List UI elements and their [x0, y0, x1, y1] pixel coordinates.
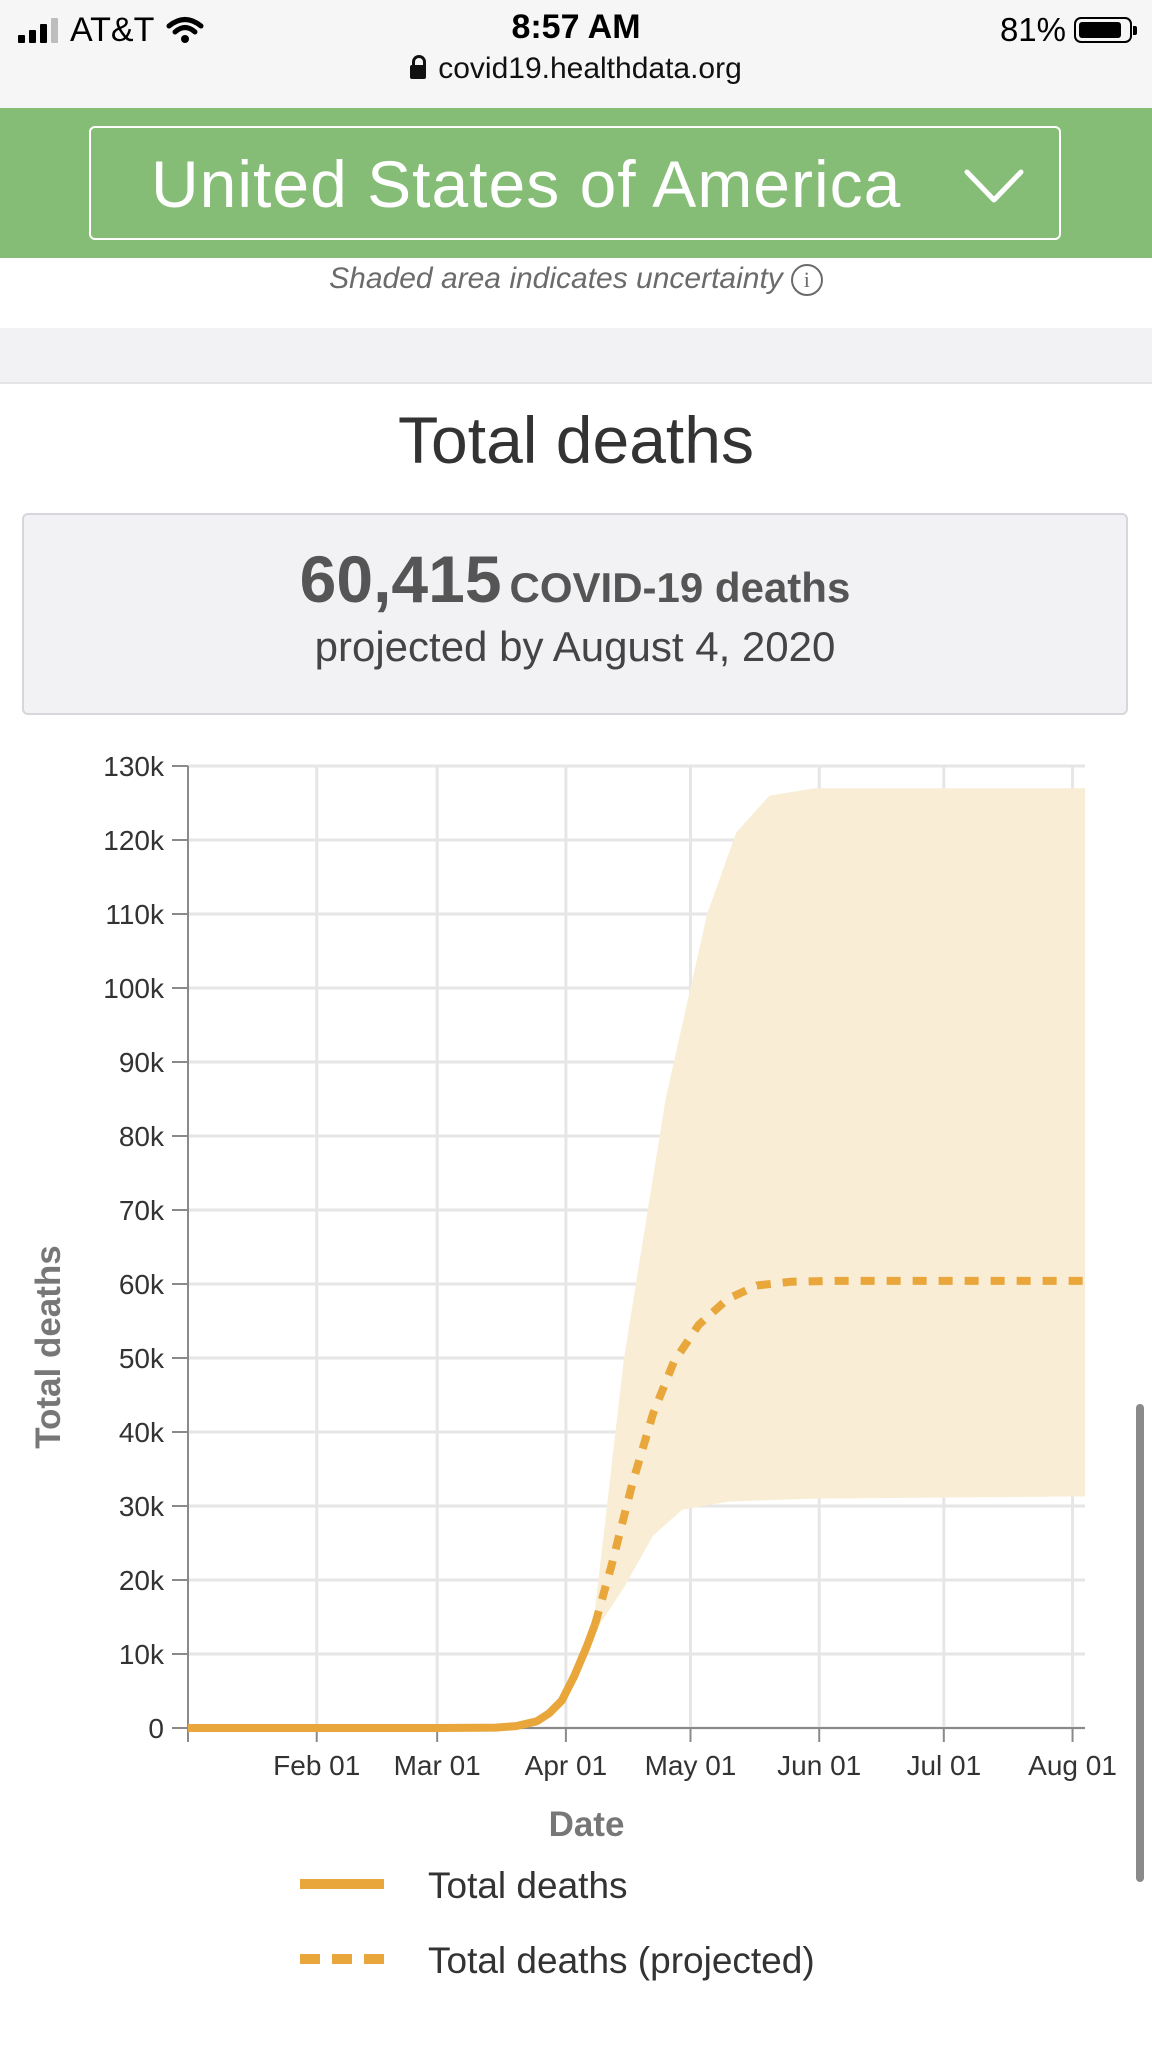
- y-tick-label: 80k: [119, 1121, 165, 1152]
- wifi-icon: [166, 17, 204, 43]
- chevron-down-icon: [964, 169, 1024, 203]
- y-tick-label: 50k: [119, 1343, 165, 1374]
- y-tick-label: 110k: [105, 899, 165, 930]
- y-tick-label: 0: [148, 1713, 164, 1744]
- location-header: United States of America: [0, 108, 1152, 258]
- x-tick-label: Apr 01: [525, 1750, 608, 1781]
- uncertainty-note-text: Shaded area indicates uncertainty: [329, 262, 783, 295]
- y-tick-label: 130k: [103, 751, 165, 782]
- x-axis-title: Date: [549, 1805, 625, 1840]
- section-title: Total deaths: [398, 403, 754, 477]
- page-scrollbar[interactable]: [1136, 1404, 1144, 1882]
- country-select[interactable]: United States of America: [89, 126, 1061, 240]
- info-icon[interactable]: i: [790, 264, 823, 297]
- url-text: covid19.healthdata.org: [438, 52, 742, 85]
- uncertainty-band: [595, 788, 1085, 1632]
- projected-deaths-number: 60,415: [299, 542, 502, 616]
- address-bar[interactable]: covid19.healthdata.org: [0, 52, 1152, 86]
- total-deaths-line: [188, 1622, 599, 1732]
- x-tick-label: May 01: [645, 1750, 737, 1781]
- battery-percent: 81%: [999, 11, 1066, 48]
- projected-deaths-line: [591, 1276, 1085, 1626]
- x-tick-label: Feb 01: [273, 1750, 360, 1781]
- projection-date: projected by August 4, 2020: [314, 623, 836, 670]
- legend-label: Total deaths (projected): [428, 1940, 815, 1981]
- total-deaths-chart: 0 10k 20k 30k 40k 50k 60k 70k 80k 90k 100k 110k 120k…: [0, 740, 1152, 1844]
- chart-svg: 0 10k 20k 30k 40k 50k 60k 70k 80k 90k 100k 110k 120k…: [29, 751, 1117, 1844]
- y-tick-label: 10k: [119, 1639, 165, 1670]
- status-left: AT&T: [18, 10, 204, 50]
- lock-icon: [410, 55, 427, 79]
- legend-label: Total deaths: [428, 1865, 628, 1906]
- section-divider: [0, 328, 1152, 384]
- y-tick-label: 90k: [119, 1047, 165, 1078]
- x-tick-label: Aug 01: [1028, 1750, 1117, 1781]
- status-time: 8:57 AM: [511, 8, 641, 46]
- y-axis-title: Total deaths: [29, 1245, 68, 1449]
- y-tick-label: 60k: [119, 1269, 165, 1300]
- status-right: 81%: [999, 10, 1137, 50]
- projection-summary: 60,415 COVID-19 deaths projected by Augus…: [22, 513, 1128, 715]
- y-tick-label: 40k: [119, 1417, 165, 1448]
- carrier-label: AT&T: [70, 10, 155, 49]
- status-bar: AT&T 8:57 AM 81% covid19.healthdata.org: [0, 0, 1152, 108]
- legend-swatch-solid: [300, 1879, 384, 1889]
- y-tick-label: 100k: [103, 973, 165, 1004]
- y-tick-label: 120k: [103, 825, 165, 856]
- legend-swatch-dashed: [300, 1954, 384, 1964]
- projected-deaths-label: COVID-19 deaths: [509, 564, 851, 611]
- y-tick-label: 70k: [119, 1195, 165, 1226]
- x-tick-label: Mar 01: [394, 1750, 481, 1781]
- country-select-value: United States of America: [151, 147, 902, 221]
- battery-icon: [1074, 17, 1137, 43]
- x-tick-label: Jun 01: [777, 1750, 861, 1781]
- uncertainty-note: Shaded area indicates uncertainty i: [0, 262, 1152, 297]
- y-tick-label: 30k: [119, 1491, 165, 1522]
- y-tick-label: 20k: [119, 1565, 165, 1596]
- signal-icon: [18, 17, 58, 43]
- x-tick-label: Jul 01: [906, 1750, 981, 1781]
